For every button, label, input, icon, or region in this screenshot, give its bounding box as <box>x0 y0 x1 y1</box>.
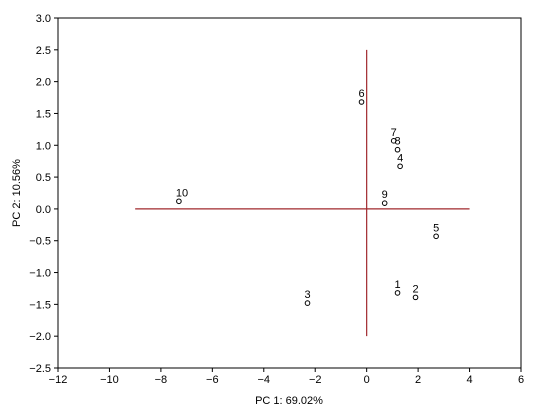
data-point-6 <box>358 99 365 105</box>
point-label-8: 8 <box>395 136 401 148</box>
point-label-7: 7 <box>391 127 397 139</box>
y-tick-label: 0.5 <box>36 172 51 184</box>
y-tick-label: −1.5 <box>29 299 51 311</box>
x-tick-label: −8 <box>155 374 168 386</box>
x-tick-label: 6 <box>518 374 524 386</box>
y-tick-label: 1.5 <box>36 108 51 120</box>
point-label-6: 6 <box>359 88 365 100</box>
x-tick-label: 2 <box>415 374 421 386</box>
y-tick-label: −2.5 <box>29 363 51 375</box>
point-label-10: 10 <box>176 187 188 199</box>
y-axis-label: PC 2: 10.56% <box>11 159 23 227</box>
y-tick-label: 3.0 <box>36 13 51 25</box>
data-point-10 <box>176 198 182 205</box>
data-point-1 <box>394 290 401 296</box>
y-tick-label: 2.5 <box>36 45 51 57</box>
point-label-1: 1 <box>395 279 401 291</box>
x-axis: −12 −10 −8 −6 −4 −2 0 2 4 6 <box>49 368 524 386</box>
y-tick-label: 1.0 <box>36 140 51 152</box>
y-tick-label: −2.0 <box>29 331 51 343</box>
data-point-2 <box>412 294 419 301</box>
data-point-9 <box>381 200 388 206</box>
x-tick-label: 0 <box>364 374 370 386</box>
x-tick-label: 4 <box>466 374 472 386</box>
y-tick-label: 0.0 <box>36 204 51 216</box>
x-tick-label: −4 <box>258 374 271 386</box>
x-axis-label: PC 1: 69.02% <box>255 395 323 407</box>
data-point-4 <box>397 163 403 170</box>
x-tick-label: −12 <box>49 374 68 386</box>
data-point-3 <box>304 300 311 306</box>
data-point-7 <box>390 138 397 144</box>
data-point-8 <box>394 146 401 153</box>
y-tick-label: 2.0 <box>36 77 51 89</box>
reference-lines <box>135 49 470 337</box>
y-axis: 3.0 2.5 2.0 1.5 1.0 0.5 0.0 −0.5 −1.0 −1.5 −2.0 −2.… <box>29 13 58 375</box>
plot-frame <box>57 17 522 369</box>
point-label-9: 9 <box>382 189 388 201</box>
y-tick-label: −0.5 <box>29 236 51 248</box>
data-point-5 <box>433 233 439 240</box>
point-label-3: 3 <box>305 289 311 301</box>
point-label-4: 4 <box>397 152 403 164</box>
data-points: 1 2 3 4 5 6 78 9 10 <box>176 88 439 306</box>
x-tick-label: −10 <box>100 374 119 386</box>
x-tick-label: −2 <box>309 374 322 386</box>
x-tick-label: −6 <box>206 374 219 386</box>
point-label-2: 2 <box>413 283 419 295</box>
point-label-5: 5 <box>433 222 439 234</box>
y-tick-label: −1.0 <box>29 268 51 280</box>
